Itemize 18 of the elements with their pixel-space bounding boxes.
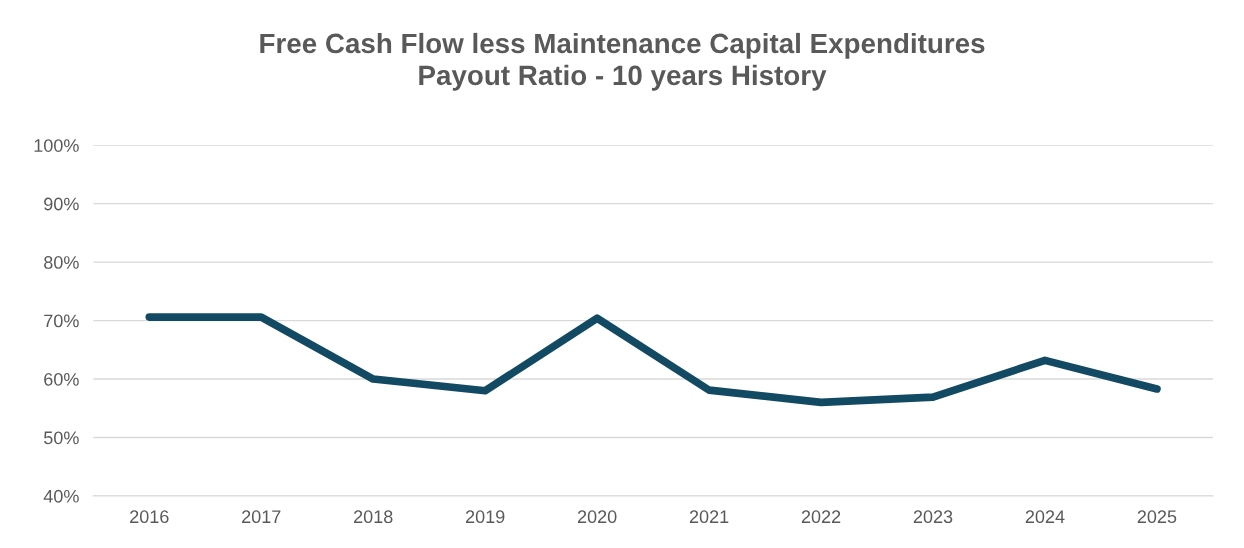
x-tick-label: 2017	[242, 510, 281, 524]
x-tick-label: 2019	[465, 510, 505, 524]
x-tick-label: 2024	[1025, 510, 1065, 524]
y-tick-label: 50%	[44, 431, 79, 445]
y-tick-label: 80%	[44, 256, 79, 269]
y-tick-label: 100%	[34, 139, 79, 152]
chart-title: Free Cash Flow less Maintenance Capital Expenditures Payout Ratio - 10 years History	[260, 32, 985, 91]
x-tick-label: 2016	[130, 510, 169, 524]
y-tick-label: 70%	[44, 314, 79, 328]
x-tick-label: 2018	[354, 510, 393, 524]
x-tick-label: 2020	[577, 510, 617, 524]
x-tick-label: 2025	[1137, 510, 1177, 524]
y-tick-label: 90%	[44, 197, 79, 211]
x-tick-label: 2022	[801, 510, 841, 524]
y-tick-label: 60%	[44, 372, 79, 386]
x-tick-label: 2023	[913, 510, 953, 524]
y-tick-label: 40%	[43, 489, 79, 503]
x-tick-label: 2021	[689, 510, 729, 524]
